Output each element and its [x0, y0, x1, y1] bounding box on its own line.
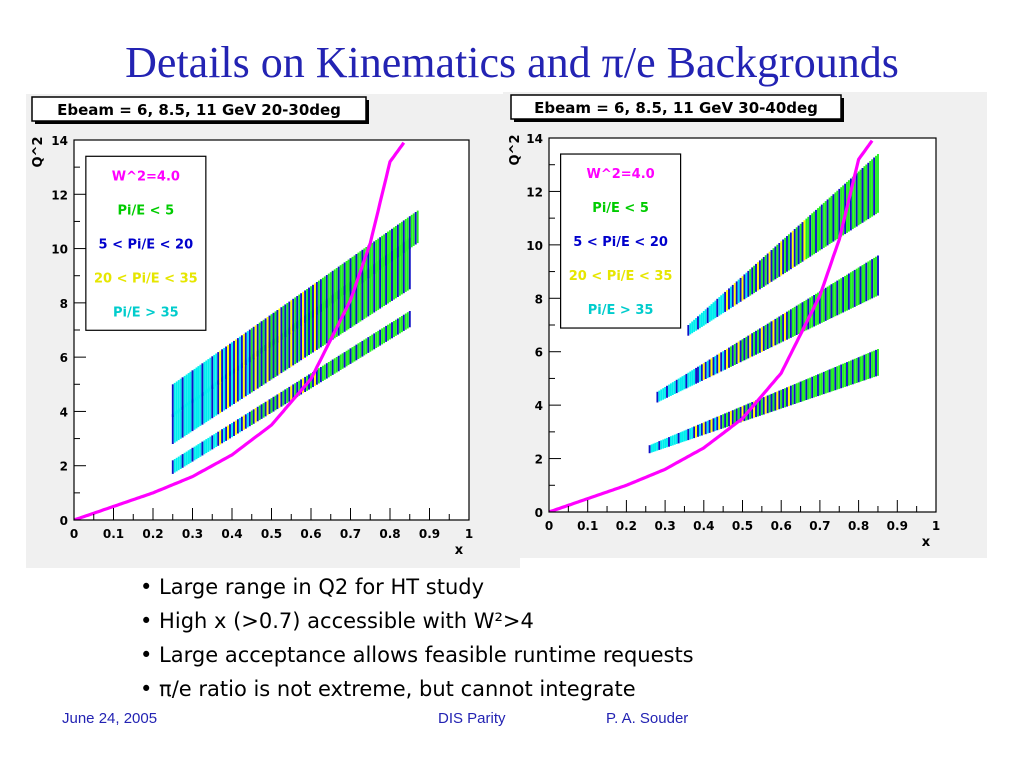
x-tick-label: 0.2 — [142, 527, 163, 541]
x-tick-label: 1 — [932, 519, 940, 533]
x-tick-label: 0.1 — [103, 527, 124, 541]
y-tick-label: 0 — [535, 506, 543, 520]
y-tick-label: 10 — [51, 243, 68, 257]
bands — [171, 210, 419, 474]
y-axis-label: Q^2 — [31, 137, 46, 168]
y-tick-label: 4 — [60, 405, 68, 419]
chart-right-svg: Ebeam = 6, 8.5, 11 GeV 30-40deg 0 0.1 0.2 0.… — [503, 92, 987, 558]
y-tick-label: 2 — [535, 453, 543, 467]
legend-entry-1: W^2=4.0 — [112, 169, 180, 184]
x-tick-label: 0 — [70, 527, 78, 541]
band-3 — [171, 210, 419, 417]
y-tick-label: 2 — [60, 460, 68, 474]
x-tick-label: 0.8 — [848, 519, 869, 533]
legend-entry-2: Pi/E < 5 — [118, 203, 175, 218]
x-tick-label: 0.3 — [182, 527, 203, 541]
bullet-3: • Large acceptance allows feasible runti… — [140, 643, 694, 667]
x-tick-label: 0.4 — [693, 519, 714, 533]
title-box — [31, 96, 367, 122]
x-tick-label: 0.6 — [300, 527, 321, 541]
x-tick-label: 0.3 — [654, 519, 675, 533]
x-tick-label: 0.1 — [577, 519, 598, 533]
legend-entry-3: 5 < Pi/E < 20 — [573, 235, 668, 250]
legend-entry-5: Pi/E > 35 — [113, 305, 179, 320]
y-tick-label: 8 — [60, 297, 68, 311]
chart-left: Ebeam = 6, 8.5, 11 GeV 20-30deg 0 0.1 0.2 0.… — [26, 94, 520, 568]
x-axis-label: x — [922, 535, 931, 550]
legend-entry-5: Pi/E > 35 — [588, 303, 654, 318]
footer-center: DIS Parity — [438, 710, 506, 727]
y-tick-label: 6 — [535, 346, 543, 360]
legend-entry-1: W^2=4.0 — [587, 167, 655, 182]
x-tick-label: 0.4 — [221, 527, 242, 541]
x-tick-label: 0 — [545, 519, 553, 533]
bullet-1: • Large range in Q2 for HT study — [140, 575, 485, 599]
bullet-4: • π/e ratio is not extreme, but cannot i… — [140, 677, 636, 701]
bullet-2: • High x (>0.7) accessible with W²>4 — [140, 609, 534, 633]
chart-right: Ebeam = 6, 8.5, 11 GeV 30-40deg 0 0.1 0.2 0.… — [503, 92, 987, 558]
band-1 — [171, 311, 411, 474]
y-tick-label: 0 — [60, 514, 68, 528]
legend-entry-3: 5 < Pi/E < 20 — [99, 237, 194, 252]
chart-title: Ebeam = 6, 8.5, 11 GeV 30-40deg — [534, 99, 818, 117]
bullet-list: • Large range in Q2 for HT study • High … — [140, 570, 900, 706]
y-tick-label: 10 — [526, 239, 543, 253]
x-tick-label: 0.6 — [771, 519, 792, 533]
y-tick-label: 14 — [51, 134, 68, 148]
x-tick-label: 0.9 — [419, 527, 440, 541]
y-tick-label: 4 — [535, 399, 543, 413]
y-tick-label: 8 — [535, 292, 543, 306]
x-axis-label: x — [455, 543, 464, 558]
w2-curve — [549, 139, 874, 512]
footer-author: P. A. Souder — [606, 710, 689, 727]
chart-title: Ebeam = 6, 8.5, 11 GeV 20-30deg — [57, 101, 341, 119]
x-tick-label: 0.2 — [616, 519, 637, 533]
legend-entry-4: 20 < Pi/E < 35 — [569, 269, 673, 284]
band-3 — [687, 154, 879, 336]
legend-box — [85, 155, 207, 331]
footer-date: June 24, 2005 — [62, 710, 158, 727]
title-box — [510, 94, 842, 120]
y-tick-label: 12 — [526, 185, 543, 199]
band-2 — [656, 255, 879, 403]
legend-entry-2: Pi/E < 5 — [592, 201, 649, 216]
y-axis-label: Q^2 — [508, 135, 523, 166]
slide-title: Details on Kinematics and π/e Background… — [125, 38, 899, 87]
legend-entry-4: 20 < Pi/E < 35 — [94, 271, 198, 286]
x-tick-label: 1 — [465, 527, 473, 541]
w2-curve — [74, 141, 406, 520]
y-tick-label: 6 — [60, 351, 68, 365]
y-tick-label: 14 — [526, 132, 543, 146]
x-tick-label: 0.7 — [340, 527, 361, 541]
x-tick-label: 0.8 — [379, 527, 400, 541]
band-1 — [648, 349, 879, 454]
x-tick-label: 0.9 — [887, 519, 908, 533]
x-tick-label: 0.5 — [261, 527, 282, 541]
x-tick-label: 0.5 — [732, 519, 753, 533]
x-tick-label: 0.7 — [809, 519, 830, 533]
y-tick-label: 12 — [51, 188, 68, 202]
legend-box — [560, 153, 682, 329]
bands — [648, 154, 879, 454]
chart-left-svg: Ebeam = 6, 8.5, 11 GeV 20-30deg 0 0.1 0.2 0.… — [26, 94, 520, 568]
